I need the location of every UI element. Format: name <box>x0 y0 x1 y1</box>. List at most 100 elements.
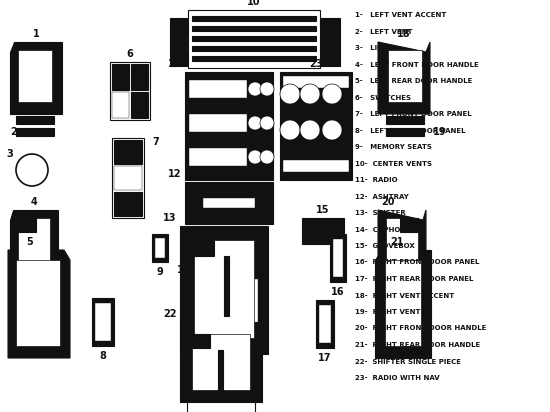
Text: 23-  RADIO WITH NAV: 23- RADIO WITH NAV <box>355 375 439 381</box>
Text: 5: 5 <box>26 237 34 247</box>
Bar <box>333 239 343 277</box>
Polygon shape <box>10 42 62 114</box>
Bar <box>152 234 168 262</box>
Circle shape <box>260 82 274 96</box>
Bar <box>18 50 52 102</box>
Bar <box>16 260 60 346</box>
Text: 7-   LEFT FRONT DOOR PANEL: 7- LEFT FRONT DOOR PANEL <box>355 111 472 117</box>
Circle shape <box>280 84 300 104</box>
Bar <box>16 116 54 124</box>
Bar <box>112 138 144 218</box>
Text: 12-  ASHTRAY: 12- ASHTRAY <box>355 194 409 199</box>
Bar <box>400 218 418 232</box>
Text: 22-  SHIFTER SINGLE PIECE: 22- SHIFTER SINGLE PIECE <box>355 358 461 365</box>
Polygon shape <box>8 250 70 358</box>
Bar <box>386 128 424 136</box>
Text: 14: 14 <box>177 265 191 275</box>
Text: 2-   LEFT VENT: 2- LEFT VENT <box>355 28 412 35</box>
Text: 1: 1 <box>32 29 40 39</box>
Text: 20-  RIGHT FRONT DOOR HANDLE: 20- RIGHT FRONT DOOR HANDLE <box>355 325 486 332</box>
Text: 9: 9 <box>157 267 163 277</box>
Text: 17-  RIGHT REAR DOOR PANEL: 17- RIGHT REAR DOOR PANEL <box>355 276 474 282</box>
Bar <box>189 148 247 166</box>
Bar <box>185 182 273 224</box>
Text: 18: 18 <box>397 29 411 39</box>
Bar <box>192 56 316 61</box>
Polygon shape <box>378 210 426 315</box>
Text: 1-   LEFT VENT ACCENT: 1- LEFT VENT ACCENT <box>355 12 447 18</box>
Bar <box>170 18 190 66</box>
Text: 6: 6 <box>126 49 133 59</box>
Bar <box>192 16 316 21</box>
Text: 6-   SWITCHES: 6- SWITCHES <box>355 94 411 101</box>
Bar <box>302 218 344 244</box>
Bar <box>185 72 273 180</box>
Circle shape <box>16 154 48 186</box>
Text: 19-  RIGHT VENT: 19- RIGHT VENT <box>355 309 421 315</box>
Text: 13: 13 <box>163 213 177 223</box>
Bar <box>385 260 421 346</box>
Text: 22: 22 <box>163 309 177 319</box>
Bar <box>194 240 254 338</box>
Text: 18-  RIGHT VENT ACCENT: 18- RIGHT VENT ACCENT <box>355 293 454 299</box>
Text: 23: 23 <box>309 59 323 69</box>
Circle shape <box>280 120 300 140</box>
Bar <box>112 92 129 118</box>
Bar <box>203 198 255 208</box>
Bar <box>194 240 214 256</box>
Text: 3: 3 <box>7 149 13 159</box>
Text: 11: 11 <box>168 59 182 69</box>
Bar <box>192 26 316 31</box>
Bar <box>218 350 223 394</box>
Bar <box>316 300 334 348</box>
Text: 4-   LEFT FRONT DOOR HANDLE: 4- LEFT FRONT DOOR HANDLE <box>355 61 478 68</box>
Bar <box>112 64 129 90</box>
Text: 19: 19 <box>433 127 447 137</box>
Bar <box>388 50 422 102</box>
Circle shape <box>248 116 262 130</box>
Bar <box>386 218 418 301</box>
Text: 8: 8 <box>100 351 107 361</box>
Bar <box>187 402 255 412</box>
Circle shape <box>248 150 262 164</box>
Bar <box>155 238 165 258</box>
Text: 20: 20 <box>381 197 395 207</box>
Text: 21-  RIGHT REAR DOOR HANDLE: 21- RIGHT REAR DOOR HANDLE <box>355 342 480 348</box>
Bar <box>16 128 54 136</box>
Polygon shape <box>378 42 430 114</box>
Bar <box>189 80 247 98</box>
Text: 3-   LIGHT: 3- LIGHT <box>355 45 394 51</box>
Polygon shape <box>375 250 431 358</box>
Text: 15-  GLOVEBOX: 15- GLOVEBOX <box>355 243 415 249</box>
Circle shape <box>260 150 274 164</box>
Bar <box>386 116 424 124</box>
Bar <box>180 226 268 354</box>
Text: 14-  CUPHOLDER: 14- CUPHOLDER <box>355 227 421 232</box>
Bar <box>224 256 229 316</box>
Bar <box>114 140 142 164</box>
Bar <box>330 234 346 282</box>
Bar <box>18 218 36 232</box>
Bar <box>131 92 148 118</box>
Bar <box>280 72 352 180</box>
Polygon shape <box>10 210 58 315</box>
Text: 2: 2 <box>10 127 18 137</box>
Text: 7: 7 <box>153 137 159 147</box>
Bar <box>192 334 210 348</box>
Text: 12: 12 <box>168 169 182 179</box>
Text: 8-   LEFT REAR DOOR PANEL: 8- LEFT REAR DOOR PANEL <box>355 127 465 133</box>
Text: 17: 17 <box>318 353 332 363</box>
Bar <box>180 322 262 402</box>
Text: 21: 21 <box>390 237 404 247</box>
Bar <box>283 160 349 172</box>
Bar <box>131 64 148 90</box>
Text: 11-  RADIO: 11- RADIO <box>355 177 398 183</box>
Bar <box>320 18 340 66</box>
Bar <box>110 62 150 120</box>
Text: 4: 4 <box>31 197 37 207</box>
Text: 13-  SHIFTER: 13- SHIFTER <box>355 210 406 216</box>
Bar <box>188 10 320 68</box>
Text: 15: 15 <box>316 205 330 215</box>
Circle shape <box>248 82 262 96</box>
Bar <box>192 36 316 41</box>
